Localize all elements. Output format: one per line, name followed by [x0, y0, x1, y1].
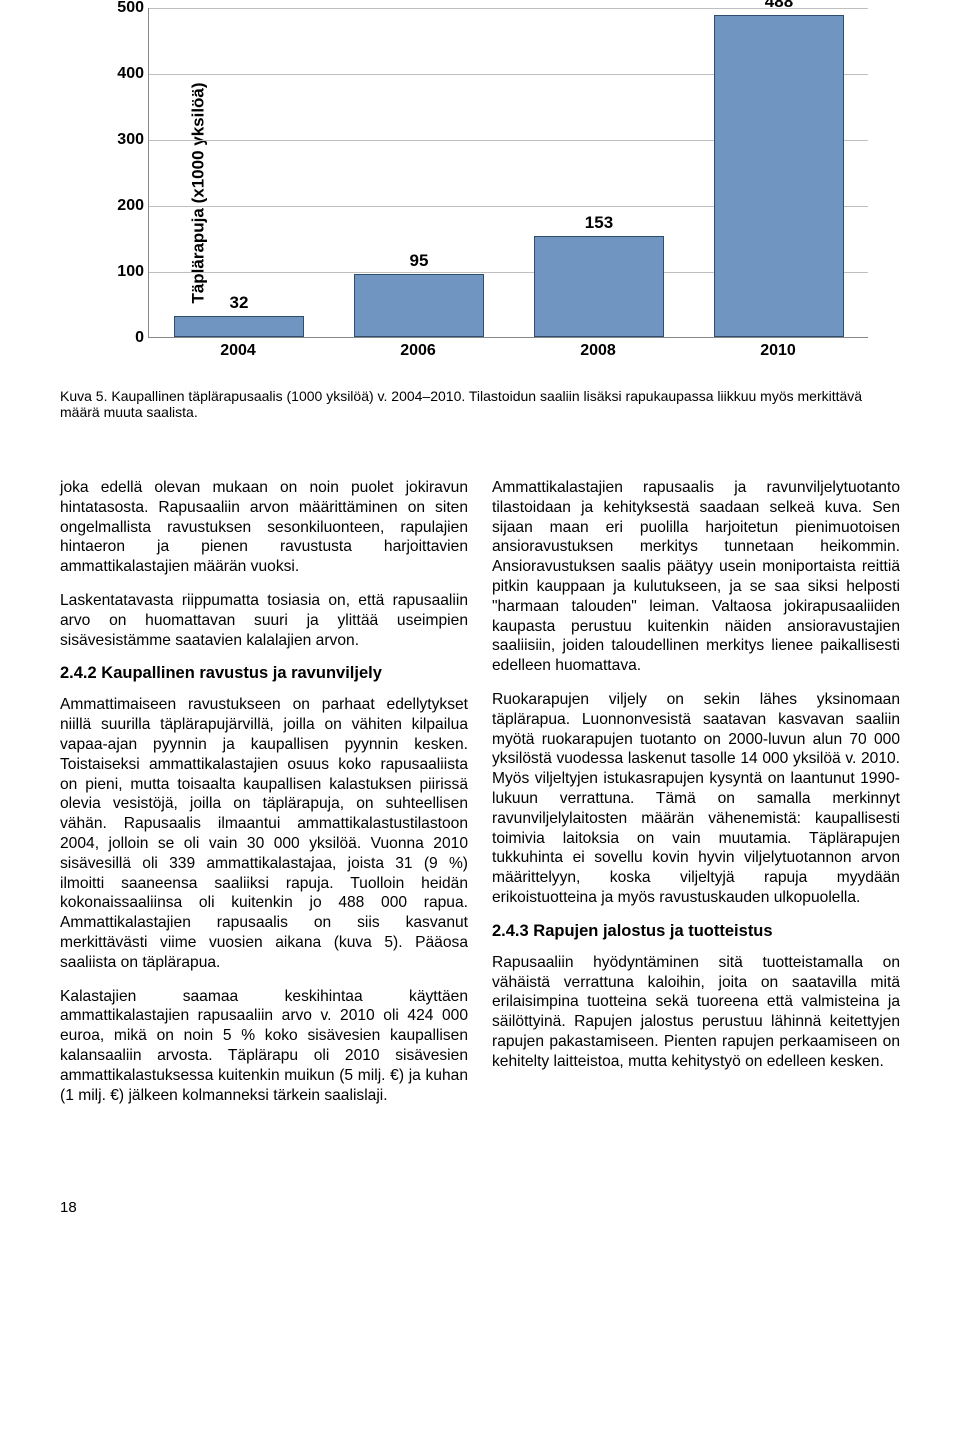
- bar: 95: [354, 274, 484, 337]
- y-tick: 0: [135, 329, 144, 347]
- right-p1: Ammattikalastajien rapusaalis ja ravunvi…: [492, 478, 900, 676]
- x-tick: 2006: [400, 342, 436, 360]
- bar-value-label: 32: [175, 293, 303, 313]
- y-tick: 500: [117, 0, 144, 17]
- x-tick: 2008: [580, 342, 616, 360]
- bar-value-label: 488: [715, 0, 843, 12]
- right-p3: Rapusaaliin hyödyntäminen sitä tuotteist…: [492, 953, 900, 1072]
- section-heading-243: 2.4.3 Rapujen jalostus ja tuotteistus: [492, 922, 900, 941]
- left-p4: Kalastajien saamaa keskihintaa käyttäen …: [60, 987, 468, 1106]
- left-column: joka edellä olevan mukaan on noin puolet…: [60, 478, 468, 1119]
- y-tick: 200: [117, 197, 144, 215]
- bar-value-label: 95: [355, 251, 483, 271]
- bar: 488: [714, 15, 844, 337]
- left-p2: Laskentatavasta riippumatta tosiasia on,…: [60, 591, 468, 650]
- caption-line-1: Kaupallinen täplärapusaalis (1000 yksilö…: [111, 388, 469, 404]
- left-p1: joka edellä olevan mukaan on noin puolet…: [60, 478, 468, 577]
- caption-label: Kuva 5.: [60, 388, 111, 404]
- bar: 32: [174, 316, 304, 337]
- x-tick: 2010: [760, 342, 796, 360]
- section-heading-242: 2.4.2 Kaupallinen ravustus ja ravunvilje…: [60, 664, 468, 683]
- body-columns: joka edellä olevan mukaan on noin puolet…: [60, 478, 900, 1119]
- y-tick: 300: [117, 131, 144, 149]
- bar: 153: [534, 236, 664, 337]
- y-tick: 100: [117, 263, 144, 281]
- right-p2: Ruokarapujen viljely on sekin lähes yksi…: [492, 690, 900, 908]
- y-axis: 0100200300400500: [110, 8, 148, 338]
- page-number: 18: [60, 1199, 900, 1216]
- figure-caption: Kuva 5. Kaupallinen täplärapusaalis (100…: [60, 388, 900, 420]
- x-tick: 2004: [220, 342, 256, 360]
- bar-value-label: 153: [535, 213, 663, 233]
- plot-area: 32 95 153 488: [148, 8, 868, 338]
- bar-chart: Täplärapuja (x1000 yksilöä) 010020030040…: [148, 8, 868, 378]
- left-p3: Ammattimaiseen ravustukseen on parhaat e…: [60, 695, 468, 972]
- x-axis: 2004 2006 2008 2010: [148, 342, 868, 366]
- y-tick: 400: [117, 65, 144, 83]
- right-column: Ammattikalastajien rapusaalis ja ravunvi…: [492, 478, 900, 1119]
